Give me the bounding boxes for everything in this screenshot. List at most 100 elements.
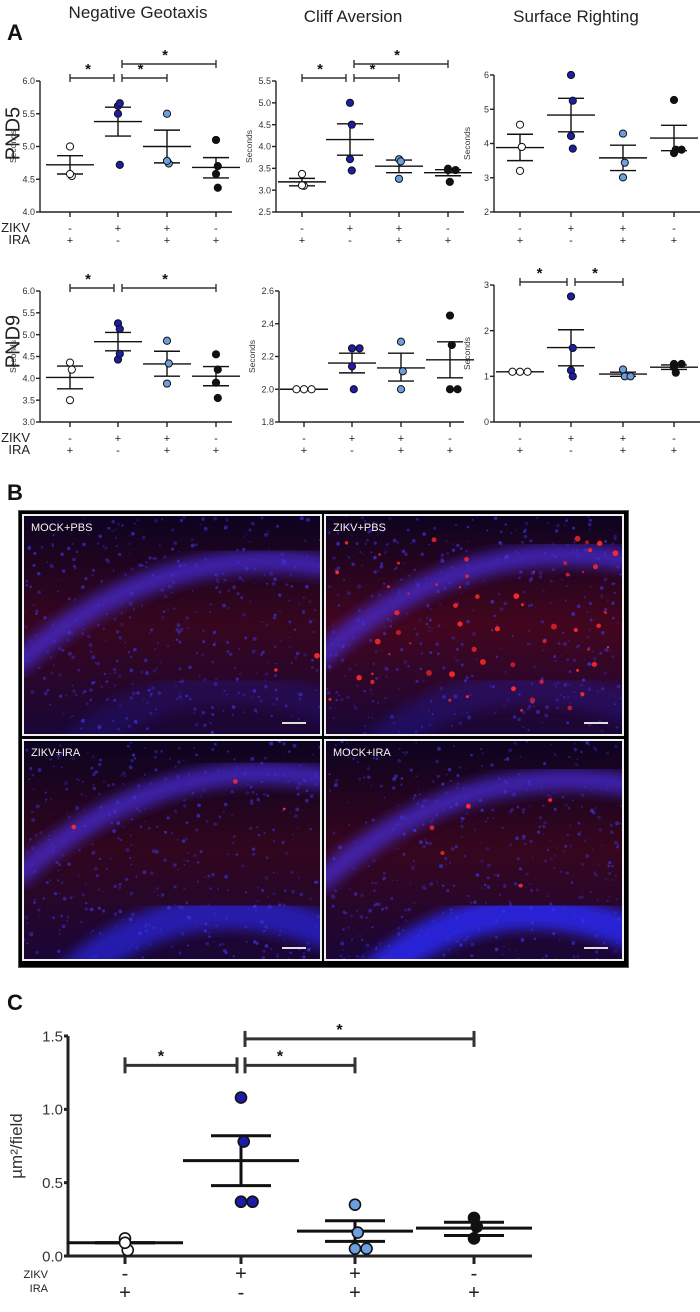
scale-bar	[584, 722, 608, 724]
svg-text:+: +	[349, 1263, 361, 1285]
svg-text:-: -	[518, 223, 522, 235]
svg-text:+: +	[396, 235, 402, 247]
svg-text:-: -	[214, 433, 218, 445]
svg-text:µm²/field: µm²/field	[7, 1113, 26, 1179]
svg-text:*: *	[158, 1048, 165, 1065]
svg-text:6: 6	[484, 70, 489, 80]
svg-text:+: +	[620, 235, 626, 247]
svg-text:0: 0	[484, 417, 489, 427]
svg-text:+: +	[164, 223, 170, 235]
svg-text:Seconds: Seconds	[8, 340, 18, 373]
tissue-image	[326, 516, 622, 734]
svg-text:*: *	[317, 61, 323, 78]
scale-bar	[282, 947, 306, 949]
svg-text:6.0: 6.0	[22, 76, 35, 86]
svg-text:1.0: 1.0	[42, 1102, 63, 1119]
svg-text:+: +	[517, 235, 523, 247]
svg-text:ZIKV: ZIKV	[1, 220, 30, 235]
micrograph-zikv-pbs: ZIKV+PBS	[324, 514, 624, 736]
svg-text:*: *	[162, 271, 168, 288]
svg-text:+: +	[299, 235, 305, 247]
svg-text:+: +	[620, 223, 626, 235]
svg-text:*: *	[537, 265, 543, 282]
svg-text:Seconds: Seconds	[247, 340, 257, 373]
svg-text:3.5: 3.5	[258, 163, 271, 173]
svg-text:-: -	[350, 445, 354, 457]
svg-text:+: +	[213, 235, 219, 247]
svg-text:3: 3	[484, 280, 489, 290]
svg-text:*: *	[138, 61, 144, 78]
svg-text:3.5: 3.5	[22, 395, 35, 405]
svg-text:0.0: 0.0	[42, 1248, 63, 1265]
svg-text:*: *	[85, 271, 91, 288]
svg-text:+: +	[213, 445, 219, 457]
svg-text:-: -	[446, 223, 450, 235]
svg-text:+: +	[398, 433, 404, 445]
svg-text:1.5: 1.5	[42, 1028, 63, 1045]
svg-text:2.4: 2.4	[261, 319, 274, 329]
svg-text:3: 3	[484, 173, 489, 183]
svg-text:+: +	[67, 445, 73, 457]
column-title-negative-geotaxis: Negative Geotaxis	[68, 3, 208, 22]
micrograph-label: ZIKV+IRA	[31, 747, 81, 759]
svg-text:5.5: 5.5	[22, 109, 35, 119]
svg-text:+: +	[119, 1282, 131, 1304]
svg-text:6.0: 6.0	[22, 286, 35, 296]
svg-text:-: -	[518, 433, 522, 445]
svg-text:+: +	[164, 433, 170, 445]
svg-text:*: *	[592, 265, 598, 282]
svg-text:2.0: 2.0	[261, 384, 274, 394]
tissue-image	[24, 741, 320, 959]
svg-text:+: +	[301, 445, 307, 457]
tissue-image	[24, 516, 320, 734]
svg-text:-: -	[672, 223, 676, 235]
svg-text:Seconds: Seconds	[244, 130, 254, 163]
svg-text:2: 2	[484, 207, 489, 217]
svg-text:+: +	[347, 223, 353, 235]
svg-text:3.0: 3.0	[22, 417, 35, 427]
svg-text:+: +	[568, 223, 574, 235]
svg-text:+: +	[671, 445, 677, 457]
svg-text:+: +	[517, 445, 523, 457]
svg-text:-: -	[569, 445, 573, 457]
svg-text:*: *	[162, 47, 168, 64]
svg-text:*: *	[394, 47, 400, 64]
svg-text:-: -	[238, 1282, 245, 1304]
svg-text:ZIKV: ZIKV	[1, 430, 30, 445]
svg-text:+: +	[115, 433, 121, 445]
svg-text:+: +	[164, 445, 170, 457]
svg-text:-: -	[68, 433, 72, 445]
svg-text:Seconds: Seconds	[8, 130, 18, 163]
svg-text:-: -	[214, 223, 218, 235]
svg-text:1.8: 1.8	[261, 417, 274, 427]
svg-text:5.0: 5.0	[258, 98, 271, 108]
svg-text:4.5: 4.5	[258, 120, 271, 130]
svg-text:+: +	[468, 1282, 480, 1304]
svg-text:-: -	[116, 445, 120, 457]
svg-text:5.0: 5.0	[22, 142, 35, 152]
svg-text:-: -	[300, 223, 304, 235]
svg-text:2: 2	[484, 326, 489, 336]
svg-text:+: +	[67, 235, 73, 247]
svg-text:5.5: 5.5	[22, 308, 35, 318]
micrograph-mock-pbs: MOCK+PBS	[22, 514, 322, 736]
svg-text:+: +	[398, 445, 404, 457]
svg-text:2.6: 2.6	[261, 286, 274, 296]
svg-text:-: -	[569, 235, 573, 247]
svg-text:2.2: 2.2	[261, 352, 274, 362]
microscopy-grid: MOCK+PBS ZIKV+PBS ZIKV+IRA MOCK+IRA	[18, 510, 629, 968]
svg-text:4.0: 4.0	[258, 142, 271, 152]
svg-text:5.5: 5.5	[258, 76, 271, 86]
scale-bar	[282, 722, 306, 724]
svg-text:+: +	[396, 223, 402, 235]
svg-text:-: -	[672, 433, 676, 445]
svg-text:4: 4	[484, 139, 489, 149]
svg-text:1: 1	[484, 371, 489, 381]
svg-text:Seconds: Seconds	[462, 337, 472, 370]
svg-text:-: -	[448, 433, 452, 445]
tissue-image	[326, 741, 622, 959]
svg-text:3.0: 3.0	[258, 185, 271, 195]
